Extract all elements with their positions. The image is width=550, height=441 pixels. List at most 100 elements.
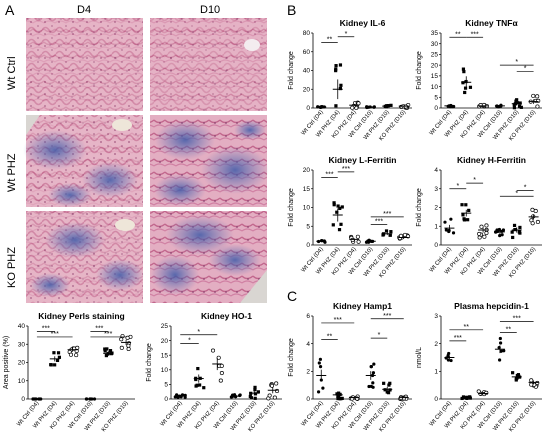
micrograph-ko-phz-d4 (26, 211, 144, 303)
significance-star: * (524, 185, 527, 192)
data-point (367, 384, 371, 389)
significance-star: * (345, 31, 348, 38)
y-tick-label: 1 (434, 223, 438, 230)
data-point (498, 341, 503, 345)
y-axis-label: Fold change (288, 51, 295, 90)
y-tick-label: 2 (434, 205, 438, 212)
data-point (202, 386, 206, 390)
data-point (52, 351, 56, 355)
data-point (331, 223, 335, 227)
significance-star: *** (42, 325, 50, 332)
data-point (464, 203, 468, 207)
y-tick-label: 6 (306, 313, 310, 320)
data-point (499, 349, 503, 353)
y-tick-label: 60 (303, 49, 311, 56)
data-point (460, 396, 464, 401)
y-axis-label: Fold change (416, 51, 423, 90)
data-point (512, 223, 517, 228)
data-point (449, 217, 453, 221)
data-point (219, 363, 224, 368)
data-point (55, 358, 60, 363)
y-tick-label: 20 (303, 86, 311, 93)
data-point (517, 230, 521, 234)
significance-star: *** (375, 218, 383, 225)
data-point (119, 337, 124, 342)
data-point (518, 225, 522, 230)
data-point (512, 106, 517, 110)
data-point (479, 224, 484, 229)
data-point (462, 217, 466, 221)
data-point (332, 201, 336, 205)
chart-kidney-perls-staining: Kidney Perls staining Area positive (%) 0 1… (3, 311, 135, 433)
data-point (103, 347, 107, 351)
y-tick-label: 25 (161, 323, 169, 330)
data-point (338, 63, 343, 67)
data-point (462, 70, 466, 74)
data-point (389, 230, 393, 234)
chart-title: Kidney Hamp1 (333, 301, 392, 311)
y-tick-label: 0 (306, 396, 310, 403)
chart-title: Kidney TNFα (465, 18, 518, 28)
micrograph-wt-ctrl-d10 (150, 18, 267, 111)
y-tick-label: 2 (434, 341, 438, 348)
data-point (74, 353, 79, 358)
data-point (104, 353, 108, 358)
y-tick-label: 0 (306, 242, 310, 249)
data-point (517, 104, 522, 108)
data-point (484, 223, 489, 228)
data-point (463, 90, 467, 95)
y-tick-label: 20 (18, 360, 26, 367)
data-point (476, 389, 481, 394)
data-point (318, 365, 323, 369)
data-point (253, 392, 258, 396)
y-tick-label: 0 (306, 105, 310, 112)
y-tick-label: 5 (164, 382, 168, 389)
data-point (518, 101, 522, 105)
panel-label-a: A (5, 2, 15, 18)
data-point (381, 232, 385, 236)
data-point (460, 203, 464, 207)
data-point (350, 105, 355, 110)
significance-star: *** (454, 335, 462, 342)
data-point (253, 388, 257, 392)
data-point (465, 396, 469, 400)
data-point (339, 222, 343, 226)
column-label-d10: D10 (200, 4, 221, 16)
chart-title: Kidney IL-6 (340, 18, 386, 28)
significance-star: ** (464, 324, 470, 331)
data-point (336, 396, 340, 401)
significance-star: *** (471, 31, 479, 38)
y-tick-label: 10 (431, 84, 439, 91)
y-tick-label: 4 (306, 341, 310, 348)
y-tick-label: 10 (161, 367, 169, 374)
data-point (515, 98, 519, 102)
y-tick-label: 40 (303, 68, 311, 75)
data-point (530, 221, 535, 226)
data-point (371, 371, 376, 375)
y-tick-label: 0 (21, 396, 25, 403)
significance-star: * (515, 190, 518, 197)
data-point (317, 361, 321, 365)
data-point (498, 336, 502, 341)
data-point (498, 233, 502, 238)
significance-star: * (197, 329, 200, 336)
y-tick-label: 0 (434, 105, 438, 112)
data-point (371, 381, 375, 385)
data-point (511, 371, 515, 375)
data-point (387, 383, 391, 387)
data-point (369, 384, 373, 389)
data-point (519, 105, 523, 109)
significance-star: *** (104, 331, 112, 338)
data-point (477, 231, 482, 236)
data-point (500, 233, 504, 237)
data-point (530, 207, 535, 212)
data-point (355, 234, 360, 239)
data-point (126, 346, 131, 351)
data-point (501, 228, 506, 232)
data-point (535, 219, 540, 225)
chart-title: Kidney L-Ferritin (328, 155, 396, 165)
data-point (337, 394, 341, 398)
